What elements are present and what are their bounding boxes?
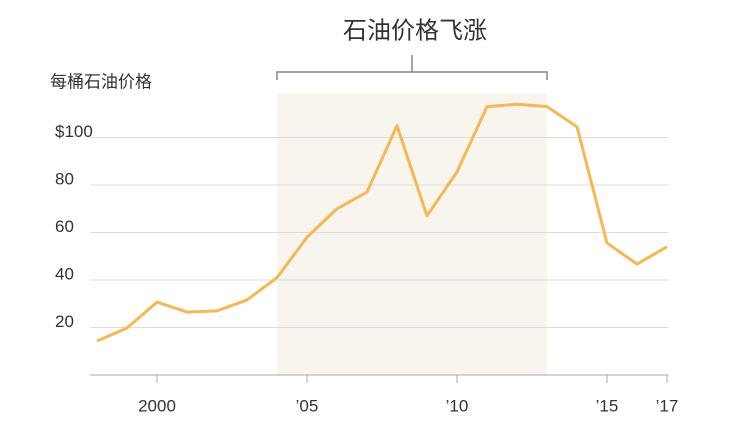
highlight-band bbox=[277, 93, 547, 375]
x-tick-label: ’15 bbox=[596, 396, 619, 415]
x-tick-label: ’10 bbox=[446, 396, 469, 415]
y-axis-label: 每桶石油价格 bbox=[50, 72, 152, 91]
chart-title: 石油价格飞涨 bbox=[343, 17, 487, 44]
y-tick-label: 60 bbox=[55, 217, 74, 236]
x-tick-label: ’05 bbox=[296, 396, 319, 415]
y-tick-label: $100 bbox=[55, 122, 93, 141]
y-tick-label: 20 bbox=[55, 312, 74, 331]
x-tick-label: ’17 bbox=[656, 396, 679, 415]
price-line bbox=[96, 102, 668, 343]
y-tick-label: 40 bbox=[55, 264, 74, 283]
bracket bbox=[276, 55, 548, 80]
y-tick-label: 80 bbox=[55, 169, 74, 188]
x-tick-label: 2000 bbox=[138, 396, 176, 415]
